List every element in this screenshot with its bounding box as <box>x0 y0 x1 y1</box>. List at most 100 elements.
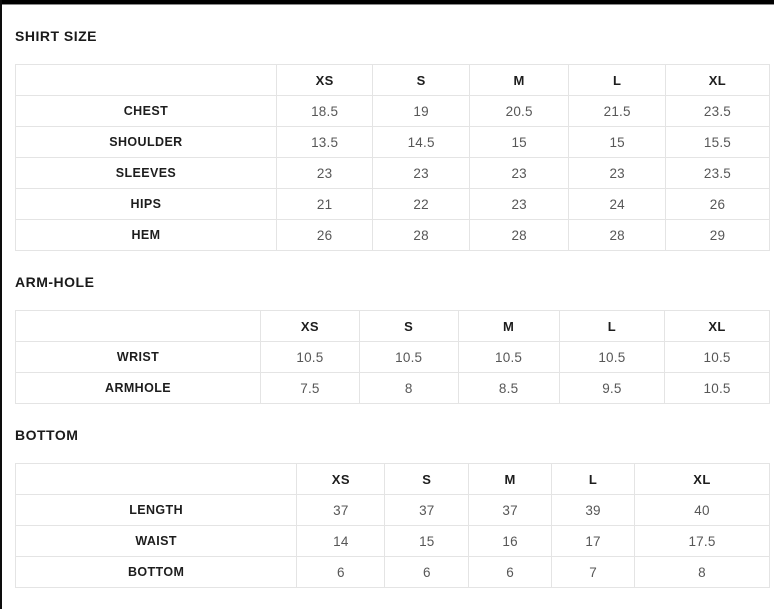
header-row: XS S M L XL <box>14 463 770 495</box>
measurement-value-cell: 23.5 <box>664 157 771 189</box>
measurement-value-cell: 8 <box>358 372 459 404</box>
header-row: XS S M L XL <box>14 310 770 342</box>
measurement-value-cell: 24 <box>568 188 666 220</box>
measurement-value-cell: 22 <box>372 188 470 220</box>
section-title: ARM-HOLE <box>15 274 95 290</box>
measurement-value-cell: 13.5 <box>275 126 374 158</box>
measurement-value-cell: 10.5 <box>457 341 560 373</box>
row-label-cell: CHEST <box>15 95 277 127</box>
size-table: XS S M L XL LENGTH 37 37 37 39 40 WAIST 14 15 16 17 17.5… <box>14 463 770 588</box>
table-row: HEM 26 28 28 28 29 <box>15 219 771 251</box>
measurement-value-cell: 39 <box>551 494 636 526</box>
measurement-value-cell: 23 <box>372 157 470 189</box>
row-label-cell: HIPS <box>15 188 277 220</box>
corner-header-cell <box>14 463 298 495</box>
measurement-value-cell: 23 <box>568 157 666 189</box>
row-label-cell: BOTTOM <box>14 556 298 588</box>
size-column-header: L <box>558 310 666 342</box>
size-column-header: M <box>457 310 560 342</box>
measurement-value-cell: 14.5 <box>372 126 470 158</box>
size-column-header: S <box>384 463 470 495</box>
section-title: SHIRT SIZE <box>15 28 98 44</box>
table-row: SLEEVES 23 23 23 23 23.5 <box>15 157 771 189</box>
size-column-header: XS <box>275 64 374 96</box>
measurement-value-cell: 17.5 <box>634 525 770 557</box>
measurement-value-cell: 6 <box>384 556 470 588</box>
row-label-cell: WRIST <box>14 341 262 373</box>
measurement-value-cell: 28 <box>468 219 570 251</box>
table-row: SHOULDER 13.5 14.5 15 15 15.5 <box>15 126 771 158</box>
row-label-cell: SLEEVES <box>15 157 277 189</box>
measurement-value-cell: 37 <box>468 494 553 526</box>
measurement-value-cell: 10.5 <box>358 341 459 373</box>
measurement-value-cell: 23 <box>275 157 374 189</box>
measurement-value-cell: 20.5 <box>468 95 570 127</box>
measurement-value-cell: 7 <box>551 556 636 588</box>
size-column-header: M <box>468 463 553 495</box>
measurement-value-cell: 37 <box>384 494 470 526</box>
top-black-bar <box>0 0 774 4</box>
size-chart: SHIRT SIZE XS S M L XL CHEST 18.5 19 20.5 21.5 23.5… <box>14 28 771 588</box>
size-column-header: XS <box>260 310 360 342</box>
top-divider-rule <box>0 4 774 5</box>
measurement-value-cell: 10.5 <box>260 341 360 373</box>
measurement-value-cell: 19 <box>372 95 470 127</box>
measurement-value-cell: 9.5 <box>558 372 666 404</box>
row-label-cell: SHOULDER <box>15 126 277 158</box>
table-row: LENGTH 37 37 37 39 40 <box>14 494 770 526</box>
size-column-header: XL <box>664 310 770 342</box>
measurement-value-cell: 8.5 <box>457 372 560 404</box>
measurement-value-cell: 17 <box>551 525 636 557</box>
measurement-value-cell: 23 <box>468 157 570 189</box>
size-column-header: L <box>551 463 636 495</box>
row-label-cell: LENGTH <box>14 494 298 526</box>
table-row: WRIST 10.5 10.5 10.5 10.5 10.5 <box>14 341 770 373</box>
table-row: ARMHOLE 7.5 8 8.5 9.5 10.5 <box>14 372 770 404</box>
left-edge-line <box>0 0 2 609</box>
size-column-header: S <box>372 64 470 96</box>
measurement-value-cell: 23 <box>468 188 570 220</box>
measurement-value-cell: 28 <box>568 219 666 251</box>
measurement-value-cell: 14 <box>296 525 386 557</box>
size-table: XS S M L XL WRIST 10.5 10.5 10.5 10.5 10.5 ARMHOLE 7… <box>14 310 770 404</box>
table-row: HIPS 21 22 23 24 26 <box>15 188 771 220</box>
measurement-value-cell: 18.5 <box>275 95 374 127</box>
row-label-cell: ARMHOLE <box>14 372 262 404</box>
measurement-value-cell: 15 <box>384 525 470 557</box>
measurement-value-cell: 6 <box>468 556 553 588</box>
size-column-header: S <box>358 310 459 342</box>
size-table: XS S M L XL CHEST 18.5 19 20.5 21.5 23.5 SHOULDER 13… <box>15 64 771 251</box>
table-row: CHEST 18.5 19 20.5 21.5 23.5 <box>15 95 771 127</box>
measurement-value-cell: 23.5 <box>664 95 771 127</box>
measurement-value-cell: 15.5 <box>664 126 771 158</box>
row-label-cell: WAIST <box>14 525 298 557</box>
measurement-value-cell: 26 <box>275 219 374 251</box>
measurement-value-cell: 37 <box>296 494 386 526</box>
measurement-value-cell: 8 <box>634 556 770 588</box>
measurement-value-cell: 21 <box>275 188 374 220</box>
measurement-value-cell: 7.5 <box>260 372 360 404</box>
corner-header-cell <box>14 310 262 342</box>
size-column-header: M <box>468 64 570 96</box>
size-column-header: XS <box>296 463 386 495</box>
size-column-header: XL <box>634 463 770 495</box>
measurement-value-cell: 40 <box>634 494 770 526</box>
measurement-value-cell: 28 <box>372 219 470 251</box>
measurement-value-cell: 15 <box>568 126 666 158</box>
measurement-value-cell: 26 <box>664 188 771 220</box>
corner-header-cell <box>15 64 277 96</box>
measurement-value-cell: 16 <box>468 525 553 557</box>
measurement-value-cell: 10.5 <box>664 341 770 373</box>
header-row: XS S M L XL <box>15 64 771 96</box>
measurement-value-cell: 6 <box>296 556 386 588</box>
measurement-value-cell: 10.5 <box>558 341 666 373</box>
size-column-header: L <box>568 64 666 96</box>
section-title: BOTTOM <box>15 427 79 443</box>
table-row: BOTTOM 6 6 6 7 8 <box>14 556 770 588</box>
measurement-value-cell: 15 <box>468 126 570 158</box>
measurement-value-cell: 21.5 <box>568 95 666 127</box>
measurement-value-cell: 29 <box>664 219 771 251</box>
table-row: WAIST 14 15 16 17 17.5 <box>14 525 770 557</box>
measurement-value-cell: 10.5 <box>664 372 770 404</box>
